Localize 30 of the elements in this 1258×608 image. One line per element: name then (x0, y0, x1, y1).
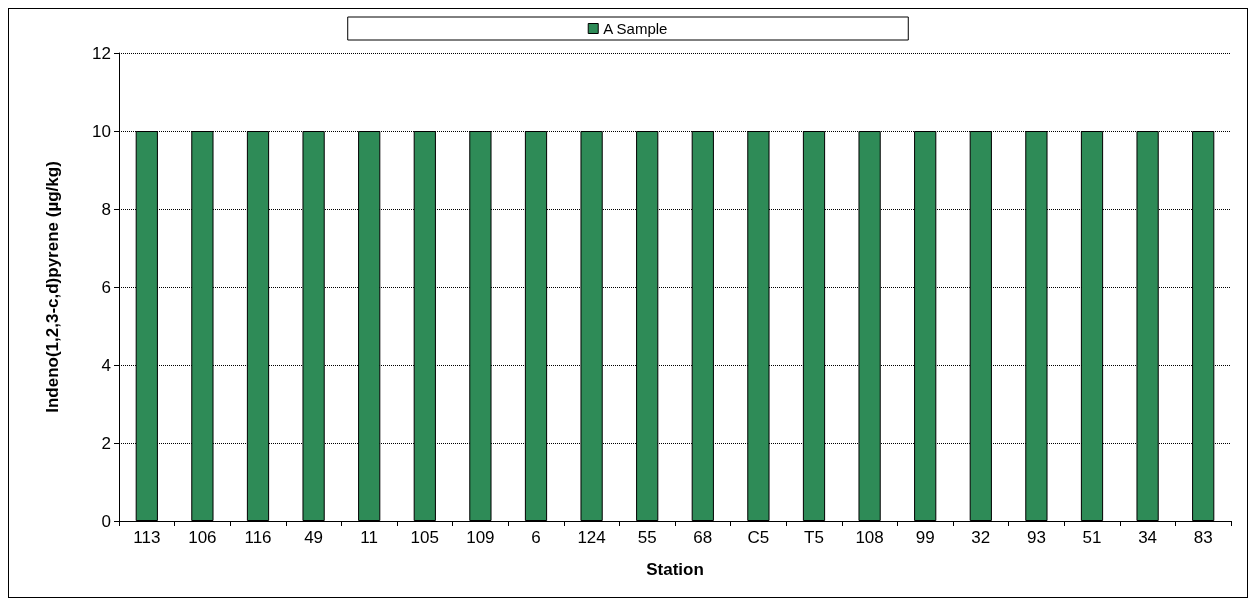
x-tick-label: 106 (188, 528, 217, 547)
x-tick-label: 49 (304, 528, 324, 547)
x-tick-label: 68 (693, 528, 713, 547)
y-tick-label: 10 (92, 121, 111, 141)
y-tick-label: 0 (101, 511, 111, 531)
x-tick-label: 34 (1138, 528, 1158, 547)
y-axis-title: Indeno(1,2,3-c,d)pyrene (µg/kg) (43, 161, 62, 413)
x-tick-label: T5 (804, 528, 824, 547)
legend-label: A Sample (603, 20, 668, 37)
y-tick-label: 12 (92, 43, 111, 63)
x-tick-label: C5 (747, 528, 770, 547)
x-tick-label: 32 (971, 528, 991, 547)
x-tick-label: 124 (577, 528, 606, 547)
x-axis-title: Station (646, 560, 704, 579)
y-tick-label: 6 (101, 277, 111, 297)
y-tick-label: 4 (101, 355, 111, 375)
x-tick-label: 116 (244, 528, 272, 547)
x-tick-label: 113 (133, 528, 161, 547)
x-tick-label: 93 (1026, 528, 1046, 547)
x-tick-label: 108 (855, 528, 884, 547)
x-tick-label: 11 (360, 528, 379, 547)
x-tick-label: 83 (1193, 528, 1213, 547)
x-tick-label: 105 (410, 528, 439, 547)
x-tick-label: 6 (531, 528, 541, 547)
x-tick-label: 51 (1082, 528, 1102, 547)
y-tick-label: 8 (101, 199, 111, 219)
x-tick-label: 55 (637, 528, 657, 547)
x-tick-label: 109 (466, 528, 495, 547)
x-tick-label: 99 (915, 528, 935, 547)
y-tick-label: 2 (101, 433, 111, 453)
